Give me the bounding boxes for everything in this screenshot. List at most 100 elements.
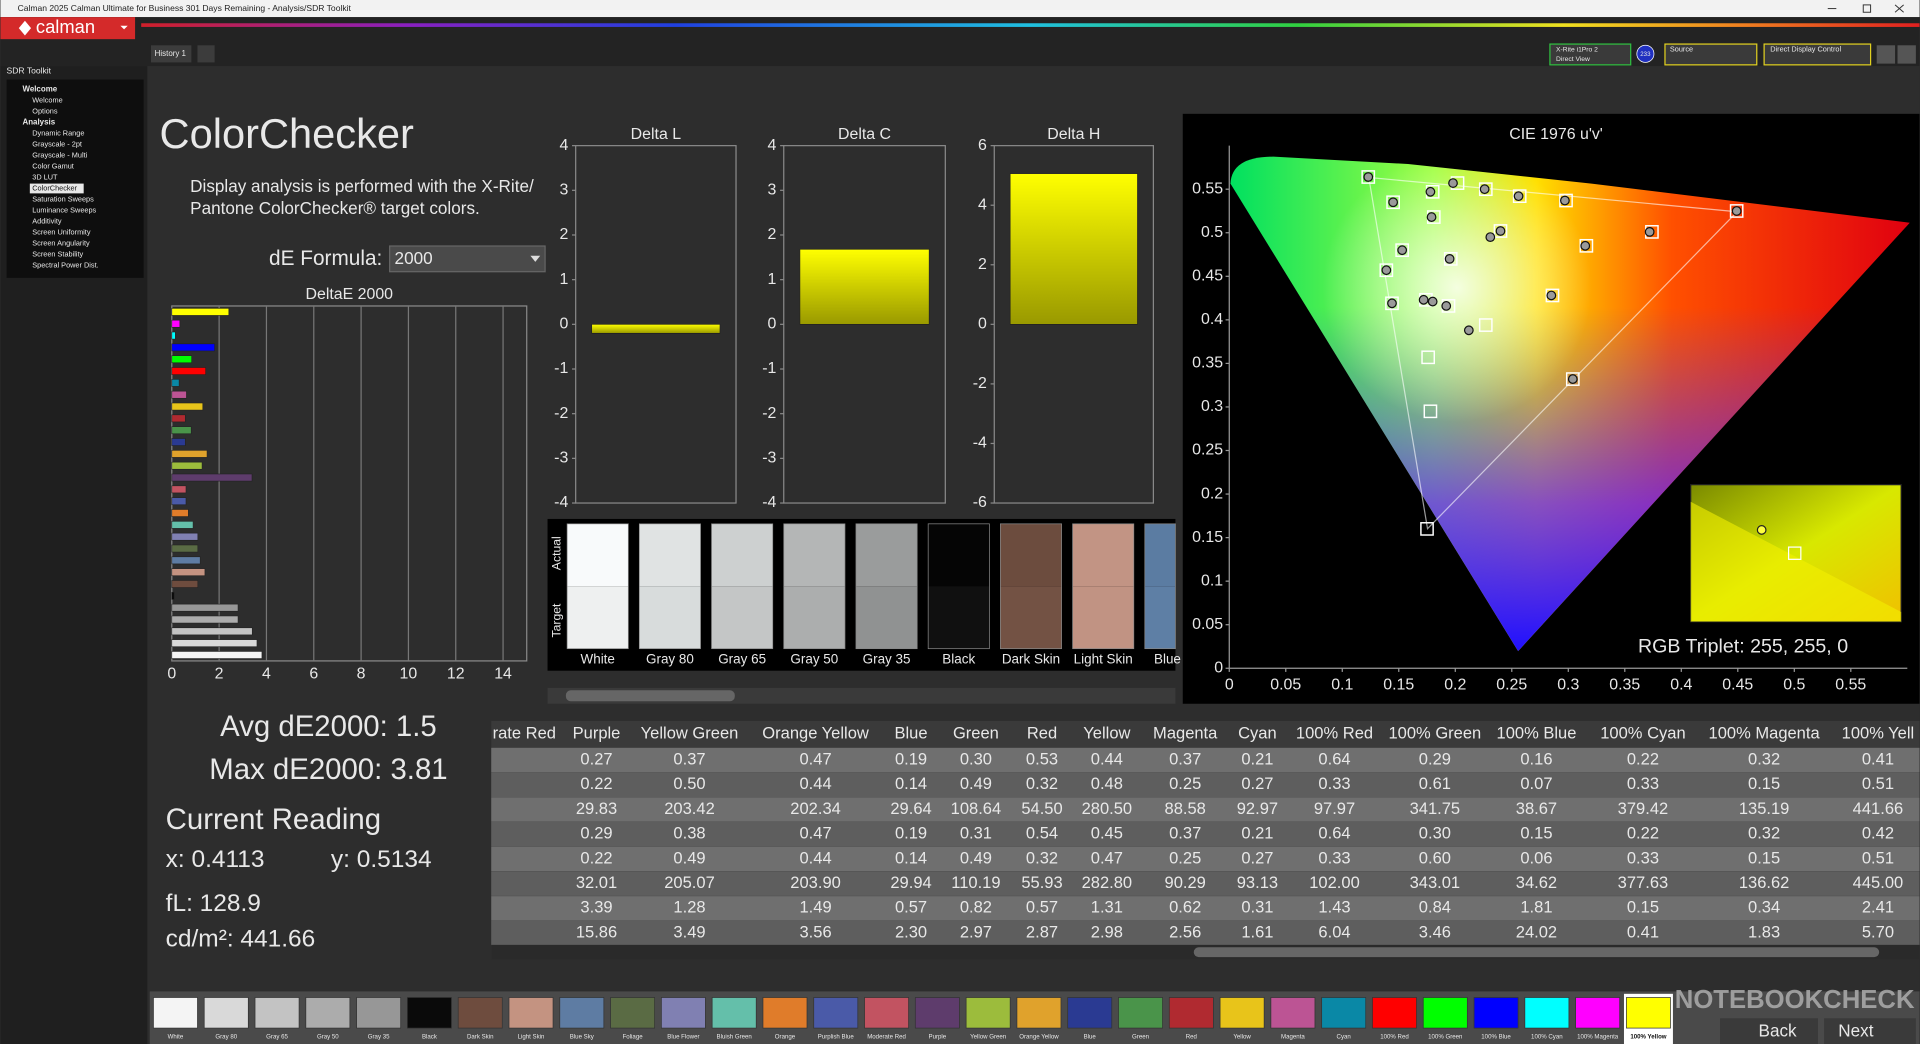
tree-item[interactable]: Saturation Sweeps: [32, 194, 94, 203]
table-cell: 0.32: [1748, 749, 1780, 768]
strip-swatch[interactable]: [1270, 997, 1316, 1029]
actual-swatch: [1144, 523, 1176, 587]
strip-swatch[interactable]: [914, 997, 960, 1029]
window-controls[interactable]: [1827, 4, 1904, 13]
strip-swatch[interactable]: [965, 997, 1011, 1029]
y-tick-label: 4: [559, 137, 568, 154]
actual-marker: [1731, 206, 1742, 216]
tree-group[interactable]: Analysis: [22, 117, 55, 126]
meter-control[interactable]: [1549, 43, 1632, 66]
y-tick-label: 0.25: [1192, 442, 1223, 459]
table-cell: 0.15: [1520, 824, 1552, 843]
strip-swatch[interactable]: [610, 997, 656, 1029]
actual-marker: [1495, 226, 1506, 236]
actual-marker: [1381, 265, 1392, 276]
add-tab[interactable]: [197, 45, 215, 63]
strip-swatch[interactable]: [1321, 997, 1367, 1029]
target-marker: [1423, 404, 1438, 419]
help-button[interactable]: [1897, 45, 1916, 64]
table-cell: 0.62: [1169, 898, 1201, 917]
strip-swatch[interactable]: [457, 997, 503, 1029]
history-tab[interactable]: [150, 45, 192, 63]
column-header: 100% Cyan: [1600, 724, 1685, 743]
source-control[interactable]: [1664, 43, 1758, 66]
strip-swatch[interactable]: [864, 997, 909, 1029]
strip-name: Bluish Green: [717, 1033, 752, 1040]
target-marker: [1478, 182, 1493, 197]
settings-button[interactable]: [1876, 45, 1896, 64]
x-tick-label: 0.25: [1496, 677, 1527, 694]
tree-item[interactable]: Grayscale - 2pt: [32, 139, 82, 148]
strip-swatch[interactable]: [1067, 997, 1113, 1029]
strip-swatch[interactable]: [305, 997, 351, 1029]
strip-swatch[interactable]: [1118, 997, 1163, 1029]
strip-swatch[interactable]: [1473, 997, 1519, 1029]
strip-swatch[interactable]: [762, 997, 808, 1029]
table-cell: 0.47: [1091, 848, 1123, 867]
swatch-name: Light Skin: [1074, 651, 1133, 666]
scroll-thumb[interactable]: [565, 690, 735, 702]
strip-swatch[interactable]: [559, 997, 605, 1029]
tree-item[interactable]: Dynamic Range: [32, 128, 84, 137]
strip-swatch[interactable]: [1422, 997, 1468, 1029]
strip-swatch[interactable]: [407, 997, 452, 1029]
strip-swatch[interactable]: [1575, 997, 1621, 1029]
bar: [171, 450, 208, 458]
strip-swatch[interactable]: [1372, 997, 1417, 1029]
logo-box[interactable]: [0, 17, 136, 40]
actual-swatch: [1000, 523, 1062, 587]
strip-swatch[interactable]: [1016, 997, 1062, 1029]
table-cell: 90.29: [1165, 873, 1206, 892]
strip-swatch[interactable]: [660, 997, 706, 1029]
tree-item[interactable]: Options: [32, 106, 58, 115]
tree-item[interactable]: Screen Angularity: [32, 238, 90, 247]
strip-swatch[interactable]: [203, 997, 249, 1029]
column-header: 100% Red: [1296, 724, 1373, 743]
tree-item[interactable]: Luminance Sweeps: [32, 205, 96, 214]
table-cell: 0.25: [1169, 848, 1201, 867]
tree-item[interactable]: Welcome: [32, 95, 62, 104]
back-button[interactable]: [1720, 1018, 1818, 1044]
tree-group[interactable]: Welcome: [22, 84, 57, 93]
strip-swatch[interactable]: [711, 997, 757, 1029]
formula-dropdown[interactable]: [389, 245, 546, 273]
table-cell: 0.22: [1627, 749, 1659, 768]
strip-swatch[interactable]: [508, 997, 554, 1029]
tree-item[interactable]: Spectral Power Dist.: [32, 261, 98, 270]
strip-swatch[interactable]: [254, 997, 300, 1029]
table-cell: 0.33: [1318, 848, 1350, 867]
tree-item[interactable]: Screen Uniformity: [32, 227, 91, 236]
tree-item[interactable]: ColorChecker: [32, 183, 77, 192]
table-cell: 6.04: [1318, 922, 1350, 941]
tree-item[interactable]: Screen Stability: [32, 250, 83, 259]
table-cell: 135.19: [1739, 799, 1790, 818]
table-cell: 54.50: [1021, 799, 1062, 818]
strip-swatch[interactable]: [1168, 997, 1214, 1029]
tree-item[interactable]: Grayscale - Multi: [32, 150, 87, 159]
strip-swatch[interactable]: [153, 997, 198, 1029]
table-cell: 0.42: [1862, 824, 1894, 843]
strip-swatch[interactable]: [1524, 997, 1570, 1029]
strip-name: Orange: [775, 1033, 796, 1040]
tree-item[interactable]: Additivity: [32, 216, 62, 225]
display-control[interactable]: [1763, 43, 1872, 66]
table-cell: 0.84: [1419, 898, 1451, 917]
tree-item[interactable]: 3D LUT: [32, 172, 58, 181]
tree-item[interactable]: Color Gamut: [32, 161, 74, 170]
table-cell: 15.86: [576, 922, 617, 941]
strip-swatch[interactable]: [1219, 997, 1265, 1029]
target-swatch: [783, 586, 845, 649]
strip-swatch[interactable]: [1626, 997, 1671, 1029]
bar: [171, 461, 203, 470]
strip-swatch[interactable]: [813, 997, 859, 1029]
table-cell: 2.41: [1862, 898, 1894, 917]
bar: [171, 331, 176, 340]
x-tick-label: 0.05: [1270, 677, 1301, 694]
strip-swatch[interactable]: [356, 997, 402, 1029]
swatch-name: Gray 35: [863, 651, 911, 666]
meter-badge[interactable]: [1636, 44, 1655, 63]
table-cell: 2.97: [960, 922, 992, 941]
swatch-border: [1072, 523, 1135, 650]
next-button[interactable]: [1824, 1018, 1916, 1044]
table-scroll-thumb[interactable]: [1193, 947, 1880, 958]
